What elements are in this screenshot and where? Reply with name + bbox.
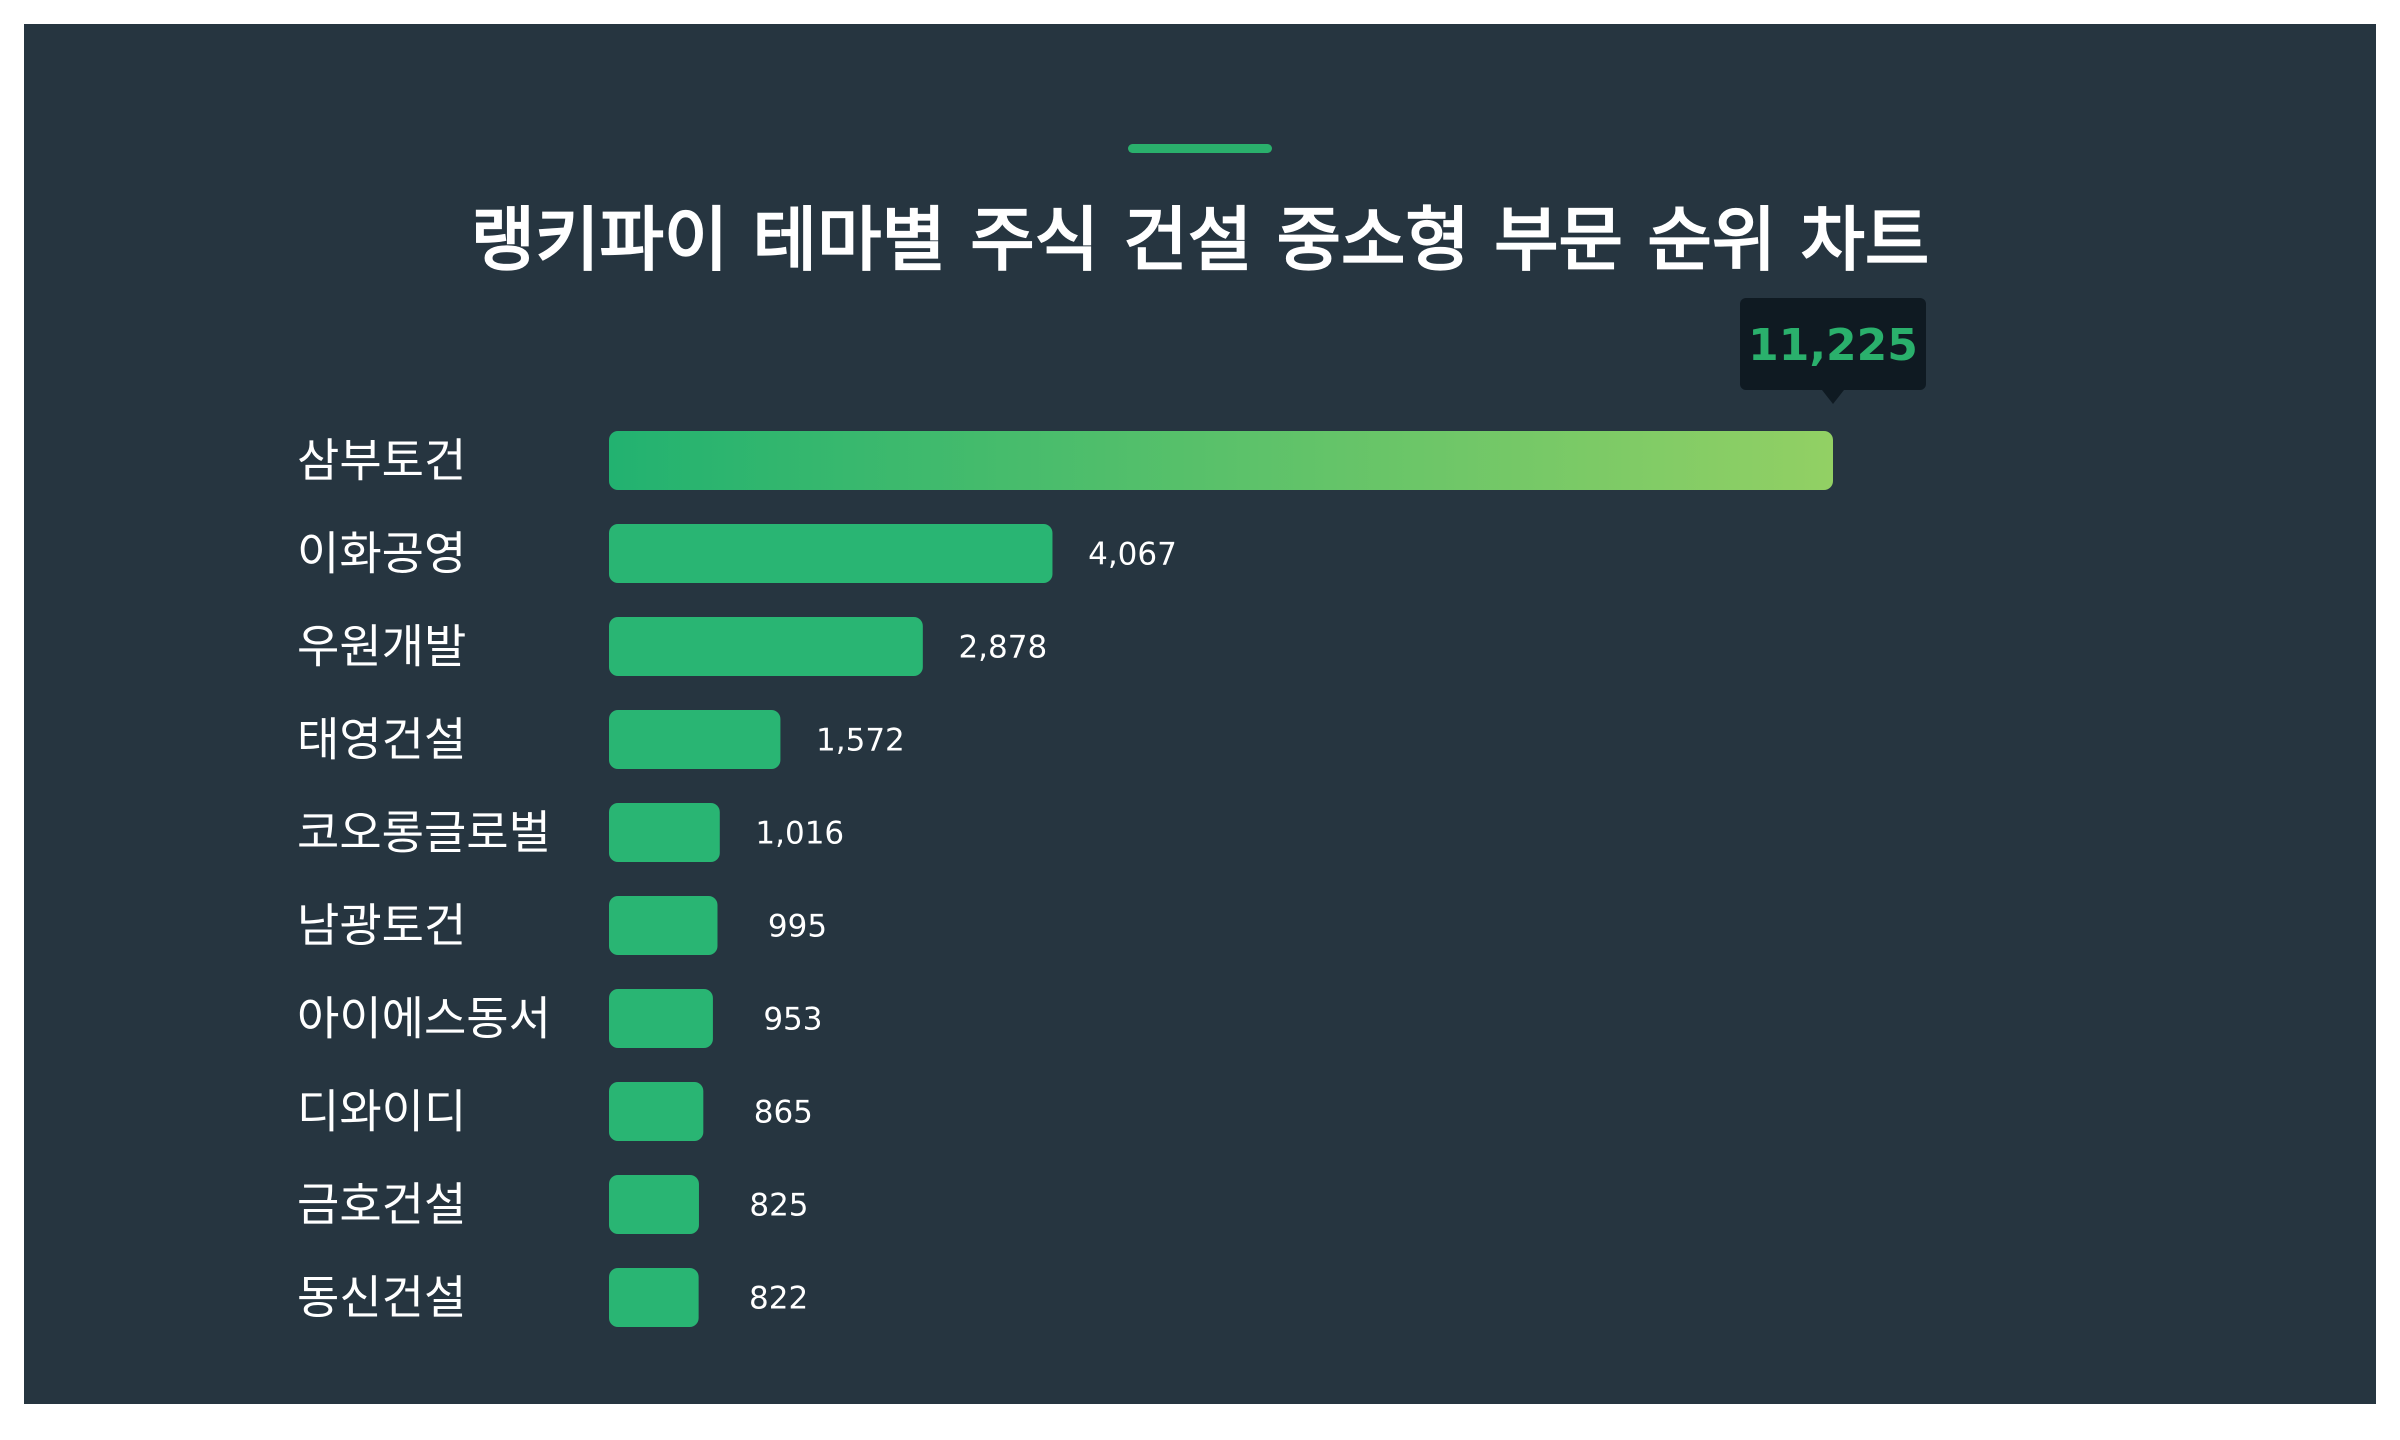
title-accent-line [1128, 144, 1272, 153]
category-label: 코오롱글로벌 [297, 806, 551, 860]
bar [609, 710, 781, 769]
value-tooltip [1740, 298, 1926, 390]
data-label: 1,016 [755, 816, 844, 852]
chart-title: 랭키파이 테마별 주식 건설 중소형 부문 순위 차트 [470, 199, 1930, 281]
data-label: 953 [763, 1002, 822, 1038]
category-label: 이화공영 [297, 527, 466, 581]
bar [609, 896, 718, 955]
data-label: 4,067 [1088, 537, 1177, 573]
data-label: 11,225 [1748, 320, 1918, 371]
bar [609, 524, 1053, 583]
category-label: 아이에스동서 [297, 992, 551, 1046]
bar [609, 989, 713, 1048]
value-tooltip-pointer [1822, 390, 1844, 404]
bar [609, 803, 720, 862]
bar [609, 1268, 699, 1327]
bars-layer: 삼부토건 11,225 이화공영 4,067 우원개발 2,878 태영건설 1,572 코오롱… [297, 298, 1926, 1327]
category-label: 동신건설 [297, 1271, 466, 1325]
bar [609, 1175, 699, 1234]
category-label: 우원개발 [297, 620, 466, 674]
category-label: 삼부토건 [297, 434, 466, 488]
bar [609, 617, 923, 676]
data-label: 825 [749, 1188, 808, 1224]
data-label: 865 [754, 1095, 813, 1131]
category-label: 태영건설 [297, 713, 466, 767]
data-label: 822 [749, 1281, 808, 1317]
bar [609, 431, 1833, 490]
data-label: 1,572 [816, 723, 905, 759]
bar [609, 1082, 704, 1141]
chart-panel [24, 24, 2376, 1404]
category-label: 남광토건 [297, 899, 466, 953]
category-label: 디와이디 [297, 1085, 466, 1139]
category-label: 금호건설 [297, 1178, 466, 1232]
data-label: 2,878 [958, 630, 1047, 666]
data-label: 995 [768, 909, 827, 945]
